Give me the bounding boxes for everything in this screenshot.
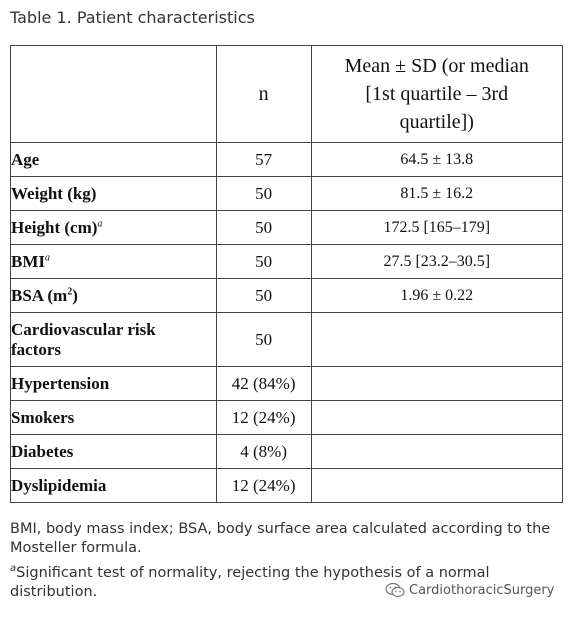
row-value: [310, 468, 564, 503]
row-value: [310, 312, 564, 367]
table-row-bsa: BSA (m2) 50 1.96 ± 0.22: [10, 278, 564, 313]
header-empty-cell: [10, 45, 217, 143]
row-label-text: BMI: [11, 251, 45, 271]
row-value: [310, 400, 564, 435]
table-row-bmi: BMIa 50 27.5 [23.2–30.5]: [10, 244, 564, 279]
table-row-cardiovascular-risk: Cardiovascular risk factors 50: [10, 312, 564, 367]
header-statistic-line2: [1st quartile – 3rd: [365, 83, 509, 105]
row-n: 57: [215, 142, 312, 177]
header-statistic-line1: Mean ± SD (or median: [344, 55, 529, 77]
row-n: 50: [215, 278, 312, 313]
row-label: Weight (kg): [10, 176, 217, 211]
watermark-text: CardiothoracicSurgery: [409, 582, 555, 598]
row-n: 50: [215, 176, 312, 211]
footnote-abbreviations: BMI, body mass index; BSA, body surface …: [10, 521, 551, 556]
row-label-text: Height (cm): [11, 217, 98, 237]
row-n: 50: [215, 210, 312, 245]
row-label: Dyslipidemia: [10, 468, 217, 503]
table-row-weight: Weight (kg) 50 81.5 ± 16.2: [10, 176, 564, 211]
row-value: 1.96 ± 0.22: [310, 278, 564, 313]
row-n: 50: [215, 244, 312, 279]
row-label: Diabetes: [10, 434, 217, 469]
footnote-marker: a: [10, 563, 17, 575]
superscript-2: 2: [67, 285, 73, 297]
row-label: Age: [10, 142, 217, 177]
row-label-post: ): [72, 285, 78, 305]
header-row: n Mean ± SD (or median [1st quartile – 3…: [10, 45, 564, 143]
footnote-normality-text: Significant test of normality, rejecting…: [10, 565, 490, 600]
footnote-normality: aSignificant test of normality, rejectin…: [10, 564, 570, 602]
patient-characteristics-table: n Mean ± SD (or median [1st quartile – 3…: [10, 45, 564, 503]
row-label: Smokers: [10, 400, 217, 435]
row-value: [310, 434, 564, 469]
row-n: 12 (24%): [215, 468, 312, 503]
row-label-line1: Cardiovascular risk: [11, 319, 156, 339]
row-label: Hypertension: [10, 366, 217, 401]
footnote-marker: a: [97, 217, 103, 229]
row-label: Cardiovascular risk factors: [10, 312, 217, 367]
row-value: 27.5 [23.2–30.5]: [310, 244, 564, 279]
row-n: 42 (84%): [215, 366, 312, 401]
table-row-dyslipidemia: Dyslipidemia 12 (24%): [10, 468, 564, 503]
row-label: BSA (m2): [10, 278, 217, 313]
row-n: 50: [215, 312, 312, 367]
row-label: BMIa: [10, 244, 217, 279]
row-label-pre: BSA (m: [11, 285, 68, 305]
row-label-line2: factors: [11, 339, 62, 359]
table-title: Table 1. Patient characteristics: [10, 8, 255, 27]
row-value: 172.5 [165–179]: [310, 210, 564, 245]
table-row-age: Age 57 64.5 ± 13.8: [10, 142, 564, 177]
row-n: 4 (8%): [215, 434, 312, 469]
watermark: CardiothoracicSurgery: [385, 582, 554, 598]
header-n: n: [215, 45, 312, 143]
header-statistic: Mean ± SD (or median [1st quartile – 3rd…: [310, 45, 564, 143]
table-row-diabetes: Diabetes 4 (8%): [10, 434, 564, 469]
table-row-height: Height (cm)a 50 172.5 [165–179]: [10, 210, 564, 245]
wechat-icon: [385, 582, 405, 598]
row-n: 12 (24%): [215, 400, 312, 435]
header-statistic-line3: quartile]): [399, 111, 474, 133]
row-value: 64.5 ± 13.8: [310, 142, 564, 177]
row-label: Height (cm)a: [10, 210, 217, 245]
row-value: 81.5 ± 16.2: [310, 176, 564, 211]
row-value: [310, 366, 564, 401]
table-row-smokers: Smokers 12 (24%): [10, 400, 564, 435]
table-row-hypertension: Hypertension 42 (84%): [10, 366, 564, 401]
footnote-marker: a: [45, 251, 50, 263]
